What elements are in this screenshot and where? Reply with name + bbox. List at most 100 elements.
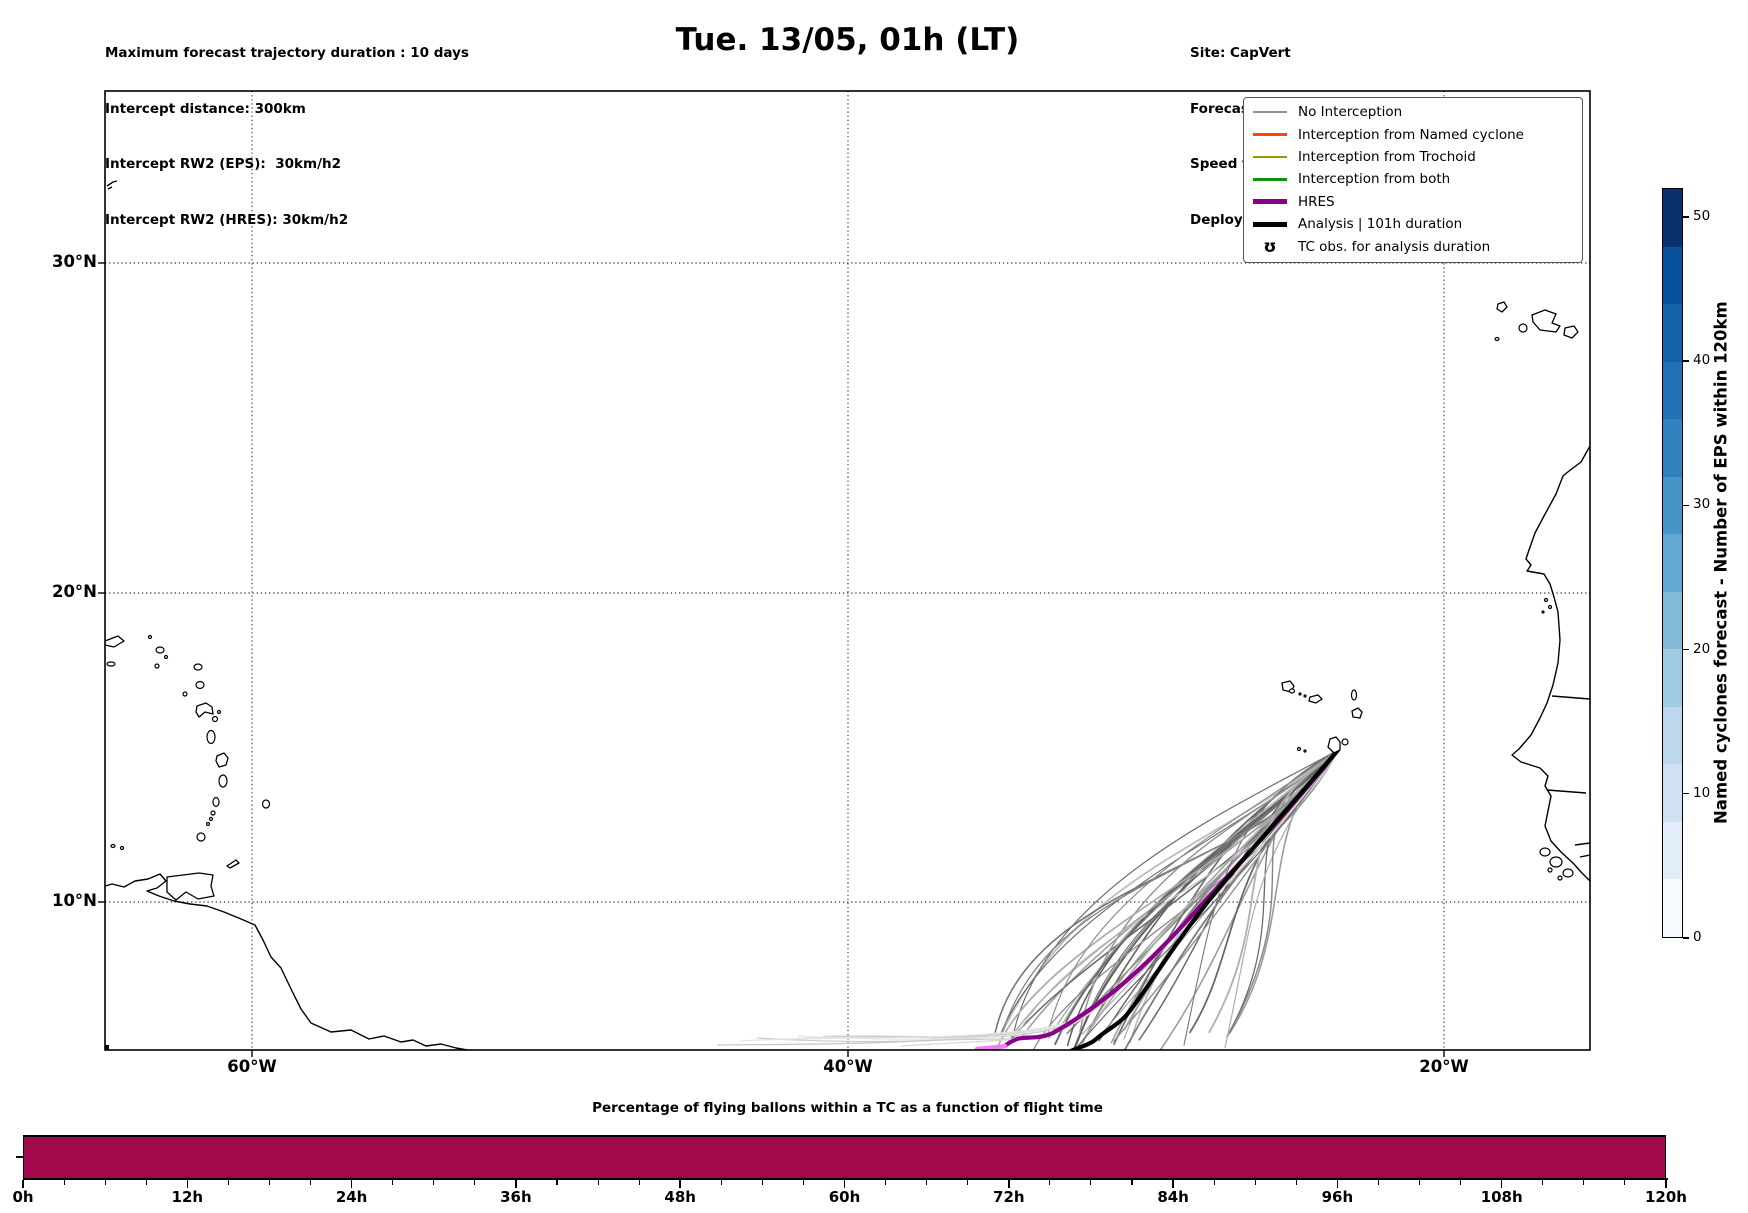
colorbar-tick [1683,793,1689,795]
x-minor-tick [1254,1180,1256,1185]
legend-line [1253,221,1287,227]
lat-tick-label: 10°N [51,891,97,910]
x-minor-tick [1213,1180,1215,1185]
legend-item-label: TC obs. for analysis duration [1298,238,1491,255]
colorbar-band [1663,189,1682,247]
bottom-chart-bar [23,1135,1666,1178]
legend-item: ʊ TC obs. for analysis duration [1244,235,1582,257]
x-minor-tick [1542,1180,1544,1185]
x-major-tick [186,1180,189,1188]
legend-item-label: Interception from Trochoid [1298,148,1476,165]
x-major-tick [843,1180,846,1188]
colorbar-tick [1683,504,1689,506]
x-minor-tick [556,1180,558,1185]
x-tick-label: 36h [500,1188,532,1206]
x-minor-tick [104,1180,106,1185]
x-tick-label: 84h [1157,1188,1189,1206]
x-major-tick [515,1180,517,1188]
x-minor-tick [433,1180,435,1185]
page-title: Tue. 13/05, 01h (LT) [675,22,1020,58]
x-major-tick [1665,1180,1667,1188]
legend-line-swatch [1253,155,1287,159]
colorbar-tick-label: 10 [1693,784,1711,801]
lat-tick-label: 30°N [51,252,97,271]
colorbar-tick-label: 50 [1693,207,1711,224]
x-minor-tick [1624,1180,1626,1185]
x-tick-label: 24h [335,1188,368,1206]
bottom-chart-y-tick [16,1156,23,1158]
x-tick-label: 48h [664,1188,696,1206]
colorbar-tick-label: 0 [1693,929,1702,945]
x-tick-label: 108h [1480,1188,1523,1206]
x-minor-tick [1583,1180,1585,1185]
legend-item-label: No Interception [1298,104,1403,121]
cyclone-glyph: ʊ [1263,236,1277,257]
x-major-tick [1172,1180,1174,1188]
legend: No Interception Interception from Named c… [1243,97,1583,263]
legend-line [1253,110,1287,114]
x-minor-tick [802,1180,804,1185]
x-minor-tick [145,1180,147,1185]
x-minor-tick [474,1180,476,1185]
colorbar-band [1663,879,1682,937]
x-minor-tick [720,1180,722,1185]
legend-line-swatch [1253,221,1287,227]
legend-item: Interception from both [1244,168,1582,190]
legend-line-swatch [1253,110,1287,114]
x-major-tick [679,1180,681,1188]
colorbar-band [1663,649,1682,707]
x-minor-tick [63,1180,65,1185]
legend-item-label: Interception from Named cyclone [1298,126,1524,143]
legend-line [1253,178,1287,181]
x-major-tick [1336,1180,1339,1188]
x-minor-tick [309,1180,312,1185]
info-line: Site: CapVert [1190,45,1291,61]
x-tick-label: 72h [993,1188,1025,1206]
x-tick-label: 0h [12,1188,34,1206]
legend-line-swatch [1253,178,1287,181]
x-minor-tick [926,1180,928,1185]
colorbar-tick [1683,937,1689,939]
legend-item: Analysis | 101h duration [1244,213,1582,235]
x-minor-tick [1419,1180,1421,1185]
x-minor-tick [1460,1180,1462,1185]
legend-line-swatch [1253,133,1287,136]
info-line: Intercept distance: 300km [105,100,306,117]
x-minor-tick [885,1180,887,1185]
legend-item: Interception from Named cyclone [1244,123,1582,145]
x-minor-tick [1295,1180,1297,1185]
x-minor-tick [268,1180,270,1185]
colorbar-band [1663,246,1682,305]
x-minor-tick [1090,1180,1092,1185]
legend-item: HRES [1244,191,1582,213]
x-major-tick [22,1180,24,1188]
x-tick-label: 96h [1321,1188,1354,1206]
colorbar-band [1663,591,1682,650]
x-major-tick [1500,1180,1503,1188]
legend-line-swatch [1253,199,1287,205]
colorbar-band [1663,706,1682,765]
x-minor-tick [638,1180,640,1185]
legend-line [1253,199,1287,205]
colorbar-band [1663,534,1682,592]
x-minor-tick [1049,1180,1051,1185]
colorbar-label: Named cyclones forecast - Number of EPS … [1711,301,1731,825]
lon-tick-label: 40°W [823,1057,873,1076]
x-minor-tick [392,1180,394,1185]
info-line: Maximum forecast trajectory duration : 1… [105,45,469,61]
lon-tick-label: 60°W [227,1057,277,1076]
legend-item-label: Analysis | 101h duration [1298,216,1463,233]
x-minor-tick [1131,1180,1133,1185]
info-block-left: Maximum forecast trajectory duration : 1… [105,7,469,248]
colorbar-band [1663,361,1682,420]
colorbar-tick-label: 40 [1693,352,1711,369]
x-minor-tick [1377,1180,1380,1185]
x-tick-label: 120h [1645,1188,1687,1206]
legend-item-label: Interception from both [1298,171,1451,188]
colorbar-tick [1683,360,1689,362]
x-minor-tick [597,1180,599,1185]
colorbar-tick [1683,216,1689,218]
info-line: Intercept RW2 (HRES): 30km/h2 [105,211,349,228]
colorbar-band [1663,419,1682,477]
